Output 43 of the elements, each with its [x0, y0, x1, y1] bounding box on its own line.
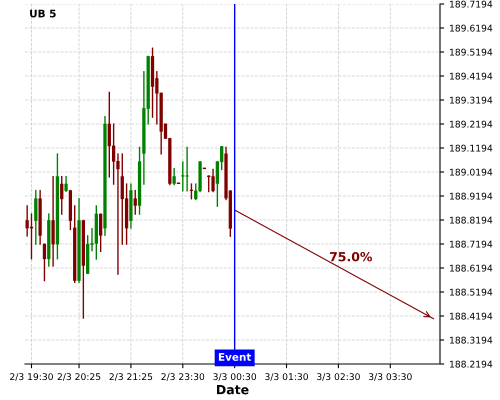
x-tick-label: 3/3 02:30 — [317, 373, 360, 381]
candlestick — [64, 176, 68, 192]
x-tick-label: 2/3 21:25 — [110, 373, 152, 381]
candlestick — [207, 175, 210, 192]
y-tick-label: 188.7194 — [450, 240, 492, 248]
y-tick-label: 188.4194 — [450, 312, 492, 320]
y-tick-label: 188.3194 — [450, 336, 492, 344]
candlestick — [134, 190, 137, 215]
y-tick-label: 189.0194 — [450, 168, 492, 176]
candlestick — [34, 190, 38, 245]
y-tick-label: 188.2194 — [450, 360, 492, 368]
y-tick-label: 189.5194 — [450, 48, 492, 56]
candlestick — [211, 168, 215, 192]
x-tick-label: 3/3 00:30 — [213, 373, 256, 381]
y-tick-label: 189.1194 — [450, 144, 492, 152]
y-tick-label: 189.6194 — [450, 24, 492, 32]
x-axis-title: Date — [217, 385, 249, 394]
y-tick-label: 188.6194 — [450, 264, 492, 272]
candlestick — [185, 146, 189, 192]
x-tick-label: 2/3 20:25 — [58, 373, 100, 381]
candlestick — [172, 168, 176, 186]
candlestick — [120, 153, 124, 245]
y-tick-label: 189.3194 — [450, 96, 492, 104]
x-tick-label: 2/3 19:30 — [10, 373, 53, 381]
candlestick — [51, 176, 55, 267]
candlestick — [42, 243, 46, 282]
chart-title: UB 5 — [30, 10, 56, 18]
y-tick-label: 188.8194 — [450, 216, 492, 224]
ref-line-label: Event — [218, 353, 252, 361]
y-tick-label: 189.4194 — [450, 72, 492, 80]
y-tick-label: 189.7194 — [450, 0, 492, 8]
y-tick-label: 189.2194 — [450, 120, 492, 128]
candlestick — [190, 183, 194, 200]
annotation: 75.0% — [330, 252, 372, 262]
x-tick-label: 3/3 03:30 — [368, 373, 412, 381]
x-tick-label: 3/3 01:30 — [265, 373, 308, 381]
candlestick — [99, 213, 102, 252]
y-tick-label: 188.9194 — [450, 192, 492, 200]
y-tick-label: 188.5194 — [450, 288, 492, 296]
candlestick — [30, 213, 34, 260]
candlestick — [60, 176, 64, 215]
x-tick-label: 2/3 23:30 — [161, 373, 204, 381]
candlestick — [26, 205, 29, 237]
